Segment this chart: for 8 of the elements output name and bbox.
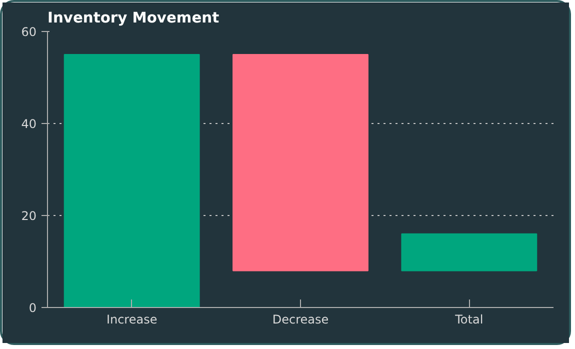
chart-title: Inventory Movement xyxy=(48,10,220,26)
y-tick-label: 0 xyxy=(28,301,37,315)
y-tick-label: 20 xyxy=(21,209,37,223)
x-tick-label: Increase xyxy=(106,312,158,326)
x-tick-label: Total xyxy=(454,312,484,326)
y-tick-label: 60 xyxy=(21,25,37,39)
x-tick-label: Decrease xyxy=(272,312,329,326)
y-tick-label: 40 xyxy=(21,117,37,131)
